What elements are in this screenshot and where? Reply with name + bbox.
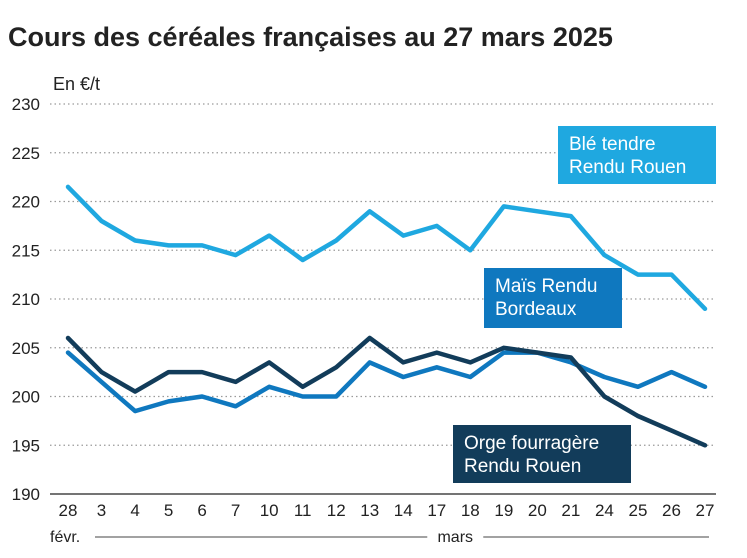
y-tick-label: 200 xyxy=(12,388,40,407)
x-tick-label: 4 xyxy=(130,501,139,520)
x-tick-label: 14 xyxy=(394,501,413,520)
x-tick-label: 11 xyxy=(294,501,312,520)
series-layer xyxy=(65,184,708,448)
x-tick-label: 25 xyxy=(628,501,647,520)
series-line-0 xyxy=(65,184,708,312)
y-tick-label: 220 xyxy=(12,193,40,212)
series-label-box-0 xyxy=(558,126,716,184)
series-label-box-2 xyxy=(453,425,631,483)
series-label-box-1 xyxy=(484,268,622,328)
chart-title: Cours des céréales françaises au 27 mars… xyxy=(8,22,613,52)
series-label-text: Rendu Rouen xyxy=(464,456,581,477)
y-axis-unit-label: En €/t xyxy=(53,74,100,94)
y-tick-label: 230 xyxy=(12,95,40,114)
y-tick-label: 210 xyxy=(12,290,40,309)
x-tick-label: 27 xyxy=(696,501,715,520)
x-tick-label: 21 xyxy=(561,501,580,520)
series-label-text: Orge fourragère xyxy=(464,433,599,454)
y-tick-label: 225 xyxy=(12,144,40,163)
series-label-text: Rendu Rouen xyxy=(569,157,686,178)
y-tick-label: 190 xyxy=(12,485,40,504)
x-tick-label: 12 xyxy=(327,501,346,520)
x-tick-label: 5 xyxy=(164,501,173,520)
y-tick-label: 205 xyxy=(12,339,40,358)
x-tick-label: 13 xyxy=(360,501,379,520)
series-line-2 xyxy=(65,335,708,448)
x-tick-label: 10 xyxy=(260,501,279,520)
x-tick-label: 20 xyxy=(528,501,547,520)
x-tick-label: 3 xyxy=(97,501,106,520)
x-tick-label: 17 xyxy=(427,501,446,520)
series-line-1 xyxy=(65,350,708,414)
series-label-text: Blé tendre xyxy=(569,134,656,155)
series-label-text: Bordeaux xyxy=(495,299,577,320)
x-tick-label: 24 xyxy=(595,501,614,520)
x-tick-label: 26 xyxy=(662,501,681,520)
month-label-mars: mars xyxy=(437,529,473,546)
x-tick-label: 19 xyxy=(494,501,513,520)
month-label-feb: févr. xyxy=(50,529,80,546)
axis-layer: 190 195 200 205 210 215 220 225 230 En €/t 28 3 4 5 6 7… xyxy=(12,74,715,546)
x-tick-label: 6 xyxy=(197,501,206,520)
y-tick-label: 195 xyxy=(12,436,40,455)
x-tick-label: 7 xyxy=(231,501,240,520)
x-tick-label: 28 xyxy=(59,501,78,520)
x-tick-label: 18 xyxy=(461,501,480,520)
y-tick-label: 215 xyxy=(12,241,40,260)
series-label-text: Maïs Rendu xyxy=(495,276,597,297)
